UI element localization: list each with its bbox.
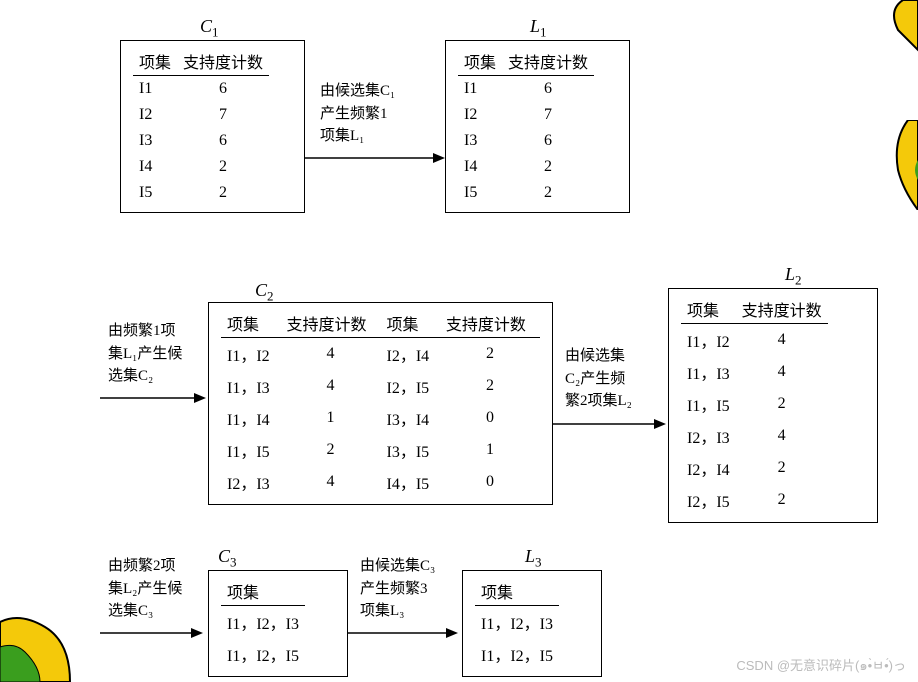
table-row: I16 [458,76,594,103]
c2-header-item-l: 项集 [221,309,280,338]
table-row: I42 [458,154,594,180]
l2-table: 项集支持度计数 I1，I24 I1，I34 I1，I52 I2，I34 I2，I… [681,295,828,516]
table-row: I27 [458,102,594,128]
c1-table: 项集支持度计数 I16 I27 I36 I42 I52 [133,47,269,206]
table-row: I1，I52 [681,388,828,420]
c3-table: 项集 I1，I2，I3 I1，I2，I5 [221,577,305,670]
l3-box: 项集 I1，I2，I3 I1，I2，I5 [462,570,602,677]
c2-to-l2-label: 由候选集 C₂产生频 繁2项集L₂ [565,345,632,413]
table-row: I52 [133,180,269,206]
l1-header-support: 支持度计数 [502,47,594,76]
table-row: I1，I34 [681,356,828,388]
c3-box: 项集 I1，I2，I3 I1，I2，I5 [208,570,348,677]
c3-to-l3-arrow [348,627,460,639]
table-row: I1，I24I2，I42 [221,338,540,371]
table-row: I1，I24 [681,324,828,357]
l2-header-item: 项集 [681,295,736,324]
table-row: I1，I2，I3 [221,606,305,639]
c2-header-support-l: 支持度计数 [280,309,380,338]
l2-to-c3-arrow [100,627,205,639]
c3-header-item: 项集 [221,577,305,606]
l2-title: L2 [785,264,802,289]
c3-title: C3 [218,546,237,571]
l3-title: L3 [525,546,542,571]
l2-header-support: 支持度计数 [736,295,828,324]
table-row: I2，I34I4，I50 [221,466,540,498]
c1-to-l1-arrow [305,152,445,164]
l1-box: 项集支持度计数 I16 I27 I36 I42 I52 [445,40,630,213]
corner-blob-top-right [858,0,918,60]
c3-to-l3-label: 由候选集C₃ 产生频繁3 项集L₃ [360,555,435,623]
c1-box: 项集支持度计数 I16 I27 I36 I42 I52 [120,40,305,213]
l2-to-c3-label: 由频繁2项 集L₂产生候 选集C₃ [108,555,182,623]
table-row: I36 [133,128,269,154]
table-row: I27 [133,102,269,128]
c2-box: 项集 支持度计数 项集 支持度计数 I1，I24I2，I42 I1，I34I2，… [208,302,553,505]
table-row: I2，I52 [681,484,828,516]
c1-to-l1-label: 由候选集C₁ 产生频繁1 项集L₁ [320,80,395,148]
table-row: I1，I52I3，I51 [221,434,540,466]
l3-table: 项集 I1，I2，I3 I1，I2，I5 [475,577,559,670]
table-row: I2，I34 [681,420,828,452]
table-row: I52 [458,180,594,206]
c2-header-support-r: 支持度计数 [440,309,540,338]
table-row: I1，I2，I5 [221,638,305,670]
l3-header-item: 项集 [475,577,559,606]
c1-header-support: 支持度计数 [177,47,269,76]
c2-header-item-r: 项集 [380,309,439,338]
table-row: I16 [133,76,269,103]
c2-table: 项集 支持度计数 项集 支持度计数 I1，I24I2，I42 I1，I34I2，… [221,309,540,498]
watermark: CSDN @无意识碎片(๑•̀ㅂ•́)っ [736,655,906,676]
corner-blob-right [868,120,918,210]
c2-title: C2 [255,280,274,305]
l1-to-c2-label: 由频繁1项 集L₁产生候 选集C₂ [108,320,182,388]
table-row: I42 [133,154,269,180]
table-row: I1，I41I3，I40 [221,402,540,434]
c1-header-item: 项集 [133,47,177,76]
table-row: I2，I42 [681,452,828,484]
l2-box: 项集支持度计数 I1，I24 I1，I34 I1，I52 I2，I34 I2，I… [668,288,878,523]
table-row: I1，I2，I5 [475,638,559,670]
l1-title: L1 [530,16,547,41]
table-row: I1，I34I2，I52 [221,370,540,402]
table-row: I36 [458,128,594,154]
c1-title: C1 [200,16,219,41]
l1-header-item: 项集 [458,47,502,76]
l1-table: 项集支持度计数 I16 I27 I36 I42 I52 [458,47,594,206]
corner-blob-bottom-left [0,592,90,682]
table-row: I1，I2，I3 [475,606,559,639]
l1-to-c2-arrow [100,392,208,404]
c2-to-l2-arrow [553,418,668,430]
